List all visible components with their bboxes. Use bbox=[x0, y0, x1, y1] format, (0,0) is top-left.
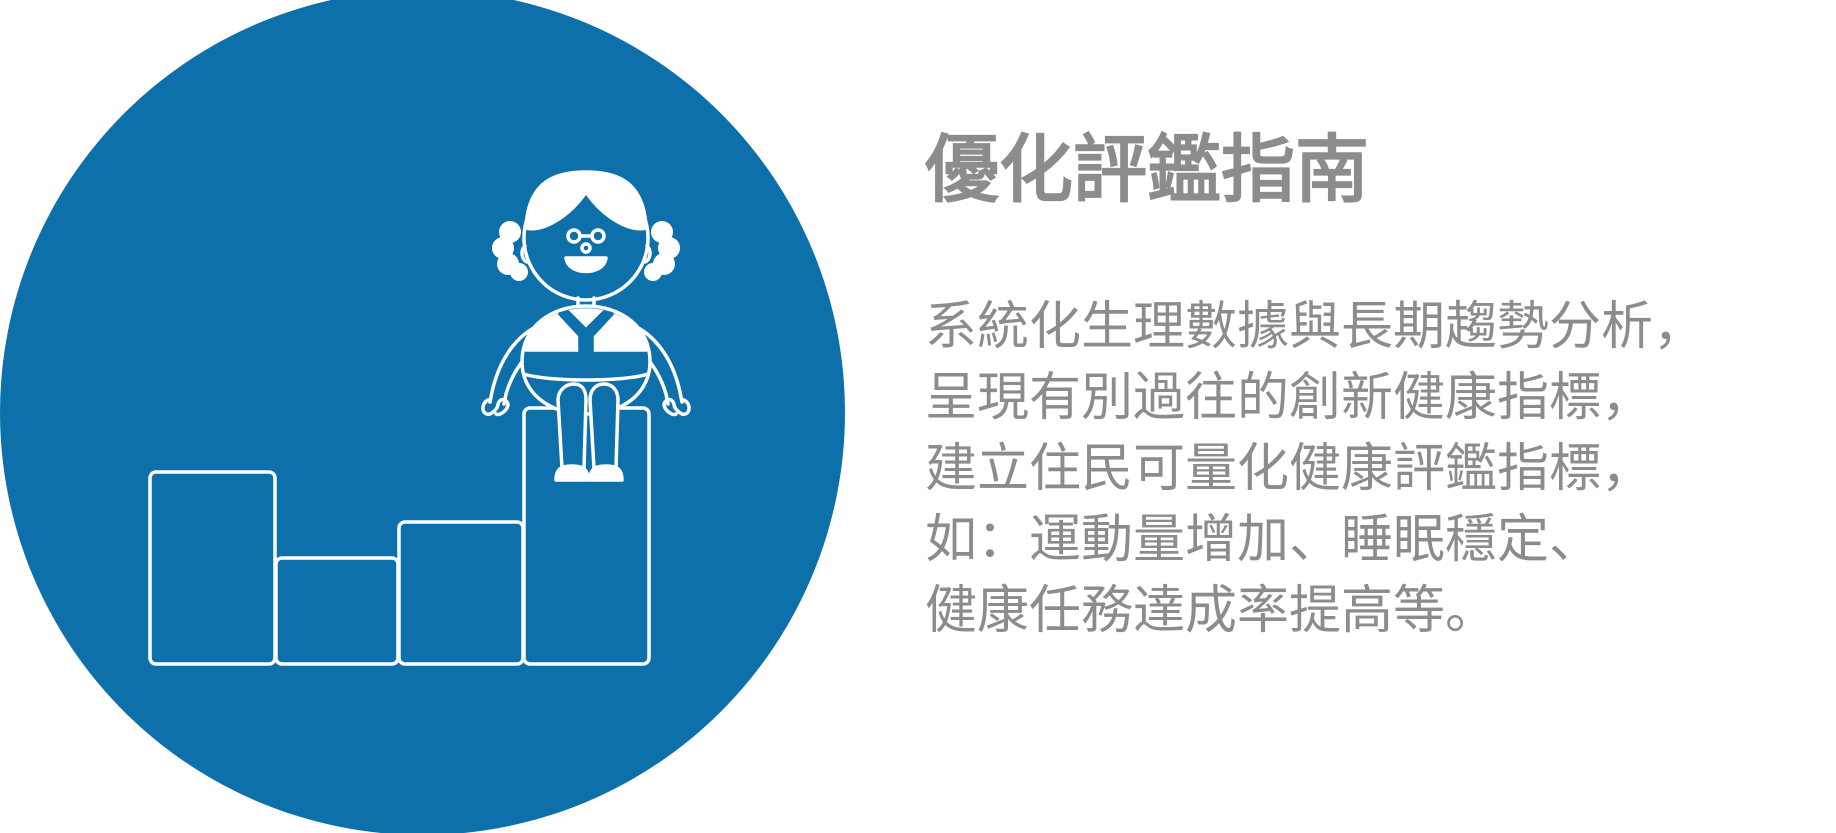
mouth bbox=[564, 256, 608, 274]
bar-4 bbox=[522, 406, 651, 666]
bar-1 bbox=[148, 470, 277, 666]
nose bbox=[580, 242, 592, 254]
bar-2 bbox=[274, 556, 400, 666]
ear-left bbox=[520, 244, 529, 264]
ear-right bbox=[643, 244, 652, 264]
waist bbox=[522, 372, 650, 382]
shoe-right bbox=[588, 464, 624, 482]
description-line: 呈現有別過往的創新健康指標， bbox=[925, 368, 1654, 428]
description-line: 健康任務達成率提高等。 bbox=[925, 581, 1498, 641]
description: 系統化生理數據與長期趨勢分析， 呈現有別過往的創新健康指標， 建立住民可量化健康… bbox=[925, 292, 1805, 647]
description-line: 如：運動量增加、睡眠穩定、 bbox=[925, 510, 1602, 570]
leg-right bbox=[588, 382, 620, 470]
hand-right bbox=[662, 397, 691, 417]
description-line: 建立住民可量化健康評鑑指標， bbox=[925, 439, 1654, 499]
hair-curls bbox=[492, 221, 680, 281]
blue-circle-background bbox=[0, 0, 845, 833]
shirt-placket bbox=[578, 332, 594, 376]
person-on-bar-chart-icon bbox=[148, 170, 691, 666]
hand-left bbox=[481, 397, 510, 417]
page-title: 優化評鑑指南 bbox=[925, 127, 1369, 213]
text-block: 優化評鑑指南 系統化生理數據與長期趨勢分析， 呈現有別過往的創新健康指標， 建立… bbox=[925, 120, 1805, 647]
leg-left bbox=[556, 382, 588, 470]
shoe-left bbox=[554, 464, 590, 482]
description-line: 系統化生理數據與長期趨勢分析， bbox=[925, 297, 1706, 357]
hair-cap bbox=[524, 170, 648, 231]
bar-3 bbox=[397, 520, 525, 666]
